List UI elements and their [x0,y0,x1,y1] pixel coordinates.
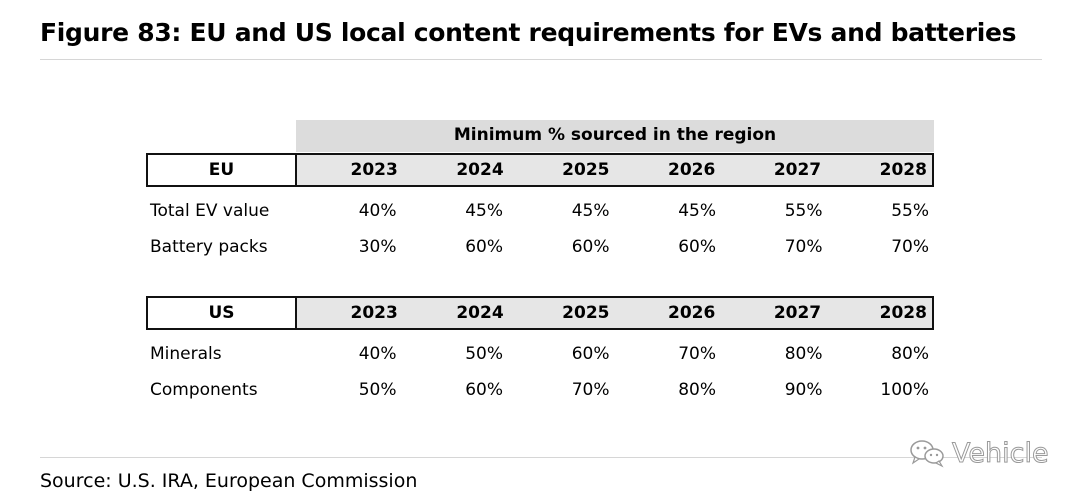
cell-value: 45% [571,201,610,221]
watermark: Vehicle [908,436,1049,470]
eu-year-2026: 2026 [667,160,716,180]
row-label: Minerals [150,344,222,364]
table-caption-text: Minimum % sourced in the region [453,125,777,145]
eu-year-2028: 2028 [879,160,927,180]
cell-value: 80% [784,344,823,364]
eu-region-label: EU [148,155,297,185]
us-year-2028: 2028 [879,303,927,323]
cell-value: 55% [891,201,929,221]
table-row: Minerals 40% 50% 60% 70% 80% 80% [146,339,934,369]
table-row: Battery packs 30% 60% 60% 60% 70% 70% [146,232,934,262]
cell-value: 60% [678,237,716,257]
cell-value: 40% [358,344,397,364]
us-year-2027: 2027 [773,303,822,323]
table-row: Components 50% 60% 70% 80% 90% 100% [146,375,934,405]
eu-year-2024: 2024 [456,160,504,180]
cell-value: 45% [678,201,716,221]
table-row: Total EV value 40% 45% 45% 45% 55% 55% [146,196,934,226]
source-divider [40,457,1042,458]
eu-header-row: EU 2023 2024 2025 2026 2027 2028 [146,153,934,187]
cell-value: 80% [891,344,929,364]
figure-title: Figure 83: EU and US local content requi… [40,18,1017,47]
eu-year-2025: 2025 [562,160,610,180]
cell-value: 45% [465,201,503,221]
cell-value: 60% [465,380,503,400]
cell-value: 70% [891,237,929,257]
cell-value: 70% [678,344,716,364]
us-year-2025: 2025 [562,303,610,323]
table-caption: Minimum % sourced in the region [296,120,934,152]
row-label: Battery packs [150,237,268,257]
row-label: Components [150,380,258,400]
cell-value: 60% [571,344,610,364]
cell-value: 80% [678,380,716,400]
cell-value: 50% [358,380,397,400]
cell-value: 70% [571,380,610,400]
cell-value: 40% [358,201,397,221]
us-year-2023: 2023 [350,303,398,323]
eu-year-2023: 2023 [350,160,398,180]
cell-value: 90% [784,380,823,400]
row-label: Total EV value [150,201,270,221]
us-year-2024: 2024 [456,303,504,323]
us-header-row: US 2023 2024 2025 2026 2027 2028 [146,296,934,330]
cell-value: 60% [571,237,610,257]
cell-value: 55% [784,201,823,221]
cell-value: 60% [465,237,503,257]
us-region-label: US [148,298,297,328]
cell-value: 70% [784,237,823,257]
cell-value: 30% [358,237,397,257]
wechat-icon [908,438,948,468]
us-year-2026: 2026 [667,303,716,323]
cell-value: 50% [465,344,503,364]
title-divider [40,59,1042,60]
cell-value: 100% [880,380,929,400]
source-note: Source: U.S. IRA, European Commission [40,470,418,492]
watermark-text: Vehicle [952,437,1050,469]
eu-year-2027: 2027 [773,160,822,180]
